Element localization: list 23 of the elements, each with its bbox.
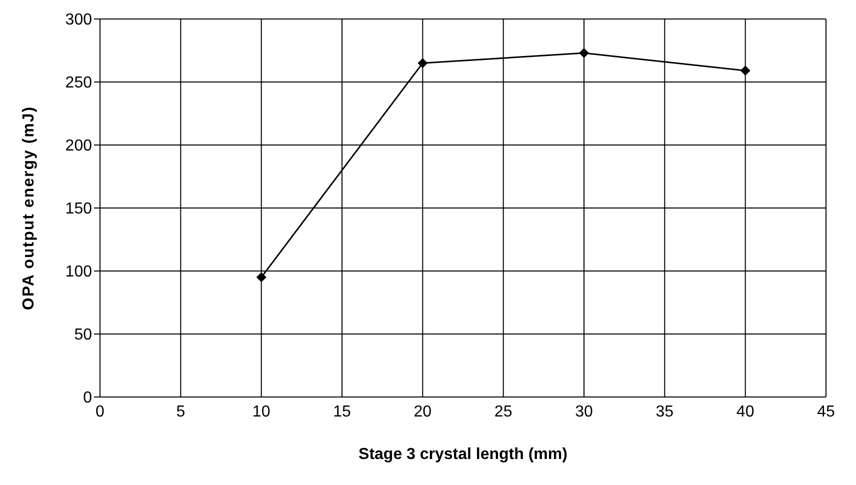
- point: [579, 48, 589, 58]
- x-tick-label: 20: [414, 403, 432, 420]
- y-tick-label: 50: [74, 326, 92, 344]
- point: [256, 272, 266, 282]
- x-tick-label: 45: [817, 403, 835, 420]
- x-tick-label: 5: [176, 403, 186, 420]
- y-tick-label: 300: [65, 12, 92, 29]
- y-axis-title: OPA output energy (mJ): [20, 106, 38, 310]
- y-tick-label: 200: [65, 138, 92, 155]
- x-tick-label: 15: [333, 403, 351, 420]
- y-tick-label: 150: [65, 200, 92, 218]
- point: [740, 66, 750, 76]
- x-tick-label: 25: [494, 403, 512, 420]
- x-tick-label: 40: [736, 403, 754, 420]
- y-tick-label: 0: [83, 390, 92, 407]
- x-axis-title: Stage 3 crystal length (mm): [358, 446, 568, 463]
- y-tick-label: 250: [65, 74, 92, 92]
- x-tick-label: 30: [575, 403, 593, 420]
- x-tick-label: 35: [656, 403, 674, 420]
- x-tick-label: 10: [252, 403, 270, 420]
- x-tick-label: 0: [96, 403, 105, 420]
- point: [418, 58, 428, 68]
- y-tick-label: 100: [65, 264, 92, 281]
